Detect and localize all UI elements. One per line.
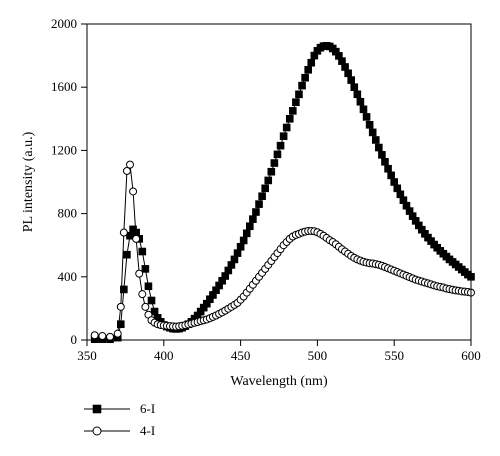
data-point-6-I: [362, 113, 371, 121]
x-tick-label: 450: [231, 348, 251, 363]
x-tick-label: 350: [77, 348, 97, 363]
data-point-4-I: [106, 332, 115, 341]
data-point-4-I: [126, 160, 135, 169]
legend-label: 6-I: [140, 401, 155, 416]
data-point-6-I: [295, 90, 303, 99]
data-point-6-I: [304, 66, 312, 74]
data-point-6-I: [350, 83, 359, 91]
data-point-4-I: [141, 302, 150, 311]
data-point-6-I: [123, 250, 131, 259]
data-point-6-I: [273, 150, 282, 159]
data-point-4-I: [98, 332, 107, 341]
data-point-4-I: [138, 290, 147, 299]
data-point-6-I: [375, 143, 383, 152]
data-point-6-I: [307, 58, 316, 67]
data-point-6-I: [344, 69, 352, 78]
data-point-4-I: [135, 269, 144, 278]
series-4-I: [90, 160, 475, 341]
data-point-6-I: [347, 76, 355, 84]
data-point-6-I: [230, 255, 239, 264]
y-tick-label: 800: [58, 206, 78, 221]
data-point-6-I: [365, 121, 374, 129]
data-point-4-I: [90, 331, 99, 340]
legend: 6-I4-I: [84, 401, 155, 438]
data-point-4-I: [116, 302, 125, 311]
data-point-6-I: [267, 167, 276, 176]
data-point-6-I: [249, 215, 257, 223]
data-point-6-I: [298, 81, 306, 90]
series-layer: [90, 42, 475, 344]
data-point-6-I: [255, 200, 263, 208]
data-point-6-I: [371, 136, 380, 144]
data-point-4-I: [129, 187, 138, 196]
data-point-6-I: [242, 229, 251, 238]
y-axis-label: PL intensity (a.u.): [21, 131, 36, 232]
y-tick-label: 0: [71, 332, 78, 347]
data-point-4-I: [132, 234, 141, 243]
y-axis: 0 400 800 1200 1600 2000: [51, 16, 87, 347]
data-point-6-I: [138, 247, 147, 256]
data-point-6-I: [301, 73, 309, 82]
data-point-6-I: [116, 320, 125, 329]
data-point-6-I: [258, 192, 266, 201]
legend-item-6-I: 6-I: [84, 401, 155, 416]
data-point-6-I: [252, 208, 260, 216]
data-point-6-I: [353, 90, 362, 99]
data-point-6-I: [359, 105, 368, 114]
data-point-6-I: [144, 282, 153, 291]
y-tick-label: 1600: [51, 79, 77, 94]
data-point-4-I: [122, 166, 131, 175]
data-point-6-I: [141, 265, 150, 273]
x-axis-label: Wavelength (nm): [230, 374, 328, 389]
data-point-6-I: [279, 132, 288, 140]
data-point-4-I: [92, 426, 102, 436]
y-tick-label: 400: [58, 269, 78, 284]
x-tick-label: 600: [461, 348, 481, 363]
data-point-6-I: [276, 141, 285, 150]
data-point-6-I: [387, 171, 395, 180]
data-point-6-I: [246, 222, 254, 231]
data-point-6-I: [282, 123, 291, 132]
data-point-6-I: [92, 404, 102, 414]
plot-area-frame: [86, 23, 472, 341]
x-tick-label: 500: [308, 348, 328, 363]
x-axis: 350 400 450 500 550 600: [77, 340, 481, 363]
data-point-6-I: [292, 98, 300, 107]
data-point-6-I: [264, 176, 273, 185]
x-tick-label: 400: [154, 348, 174, 363]
data-point-6-I: [239, 236, 248, 245]
data-point-6-I: [390, 178, 399, 186]
data-point-6-I: [341, 63, 349, 71]
data-point-6-I: [378, 151, 386, 159]
data-point-6-I: [233, 249, 242, 257]
y-tick-label: 1200: [51, 142, 77, 157]
data-point-6-I: [381, 157, 389, 166]
data-point-6-I: [368, 128, 377, 137]
legend-item-4-I: 4-I: [84, 423, 155, 438]
legend-label: 4-I: [140, 423, 155, 438]
y-tick-label: 2000: [51, 16, 77, 31]
data-point-6-I: [147, 296, 156, 305]
data-point-6-I: [384, 164, 392, 173]
x-tick-label: 550: [384, 348, 404, 363]
data-point-6-I: [261, 184, 269, 193]
data-point-6-I: [270, 159, 279, 167]
data-point-6-I: [120, 285, 128, 294]
series-line-6-I: [94, 45, 472, 340]
data-point-4-I: [119, 228, 128, 237]
data-point-6-I: [289, 107, 297, 115]
data-point-4-I: [113, 329, 122, 338]
data-point-6-I: [236, 242, 245, 251]
data-point-6-I: [285, 115, 294, 123]
series-6-I: [90, 42, 475, 344]
data-point-6-I: [356, 97, 365, 106]
